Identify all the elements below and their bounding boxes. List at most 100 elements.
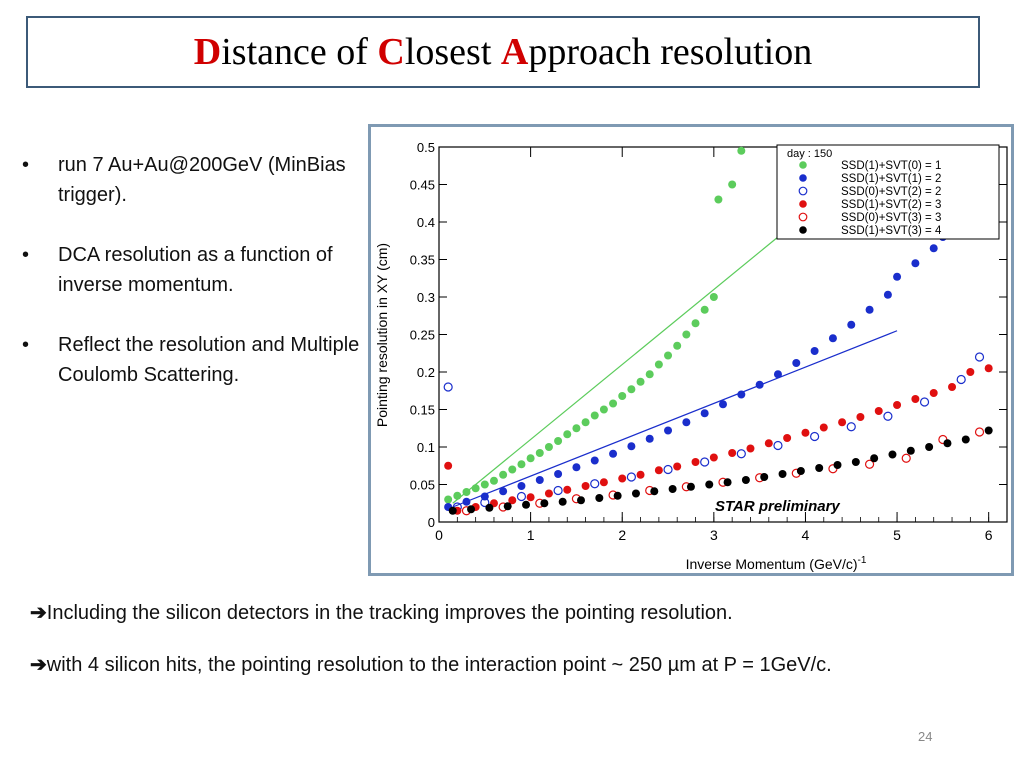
data-point bbox=[572, 463, 581, 472]
data-point bbox=[773, 440, 783, 451]
y-tick-label: 0 bbox=[428, 515, 435, 530]
data-point bbox=[499, 487, 508, 496]
data-point bbox=[645, 370, 654, 379]
x-axis-label: Inverse Momentum (GeV/c)-1 bbox=[686, 555, 867, 572]
data-point bbox=[645, 434, 654, 443]
data-point bbox=[874, 407, 883, 415]
data-point bbox=[517, 460, 526, 469]
series-group bbox=[448, 426, 993, 515]
dca-resolution-chart: 0 0.05 0.1 0.15 0.2 0.25 0.3 0.35 0.4 0.45 0.5 0 1 2 3… bbox=[374, 140, 1008, 572]
data-point bbox=[865, 305, 874, 314]
data-point bbox=[691, 319, 700, 328]
data-point bbox=[613, 491, 622, 500]
x-tick-label: 2 bbox=[618, 527, 626, 543]
data-point bbox=[737, 146, 746, 155]
data-point bbox=[819, 423, 828, 432]
data-point bbox=[563, 485, 572, 494]
title-part-2: losest bbox=[404, 31, 501, 73]
y-tick-label: 0.1 bbox=[417, 440, 435, 455]
data-point bbox=[888, 450, 897, 459]
data-point bbox=[609, 399, 618, 408]
y-tick-label: 0.45 bbox=[410, 178, 435, 193]
arrow-icon: ➔ bbox=[30, 654, 47, 676]
data-point bbox=[650, 487, 659, 496]
data-point bbox=[485, 503, 494, 512]
legend-marker bbox=[798, 212, 808, 222]
bullet-item: • run 7 Au+Au@200GeV (MinBias trigger). bbox=[22, 150, 367, 210]
y-tick-label: 0.3 bbox=[417, 290, 435, 305]
data-point bbox=[919, 397, 930, 407]
data-point bbox=[943, 439, 952, 448]
bullet-text: DCA resolution as a function of inverse … bbox=[58, 244, 333, 296]
data-point bbox=[443, 382, 453, 392]
data-point bbox=[709, 293, 718, 301]
data-point bbox=[901, 453, 911, 463]
data-point bbox=[778, 470, 787, 478]
data-point bbox=[911, 259, 920, 268]
title-box: Distance of Closest Approach resolution bbox=[26, 16, 980, 88]
data-point bbox=[728, 449, 737, 457]
data-point bbox=[654, 360, 663, 369]
data-point bbox=[906, 446, 915, 455]
data-point bbox=[682, 330, 691, 339]
data-point bbox=[668, 485, 677, 493]
title-part-1: istance of bbox=[221, 31, 378, 73]
data-point bbox=[792, 359, 801, 367]
data-point bbox=[664, 426, 673, 435]
data-point bbox=[558, 497, 567, 506]
data-point bbox=[705, 480, 714, 489]
data-point bbox=[974, 427, 985, 437]
data-point bbox=[480, 497, 490, 508]
data-point bbox=[719, 400, 727, 409]
data-point bbox=[846, 422, 856, 432]
y-tick-label: 0.05 bbox=[410, 478, 435, 493]
data-point bbox=[627, 385, 636, 394]
data-point bbox=[563, 430, 572, 439]
legend-marker bbox=[799, 174, 807, 182]
data-point bbox=[925, 443, 934, 451]
data-point bbox=[663, 464, 673, 475]
data-point bbox=[444, 461, 453, 470]
data-point bbox=[883, 290, 892, 299]
title-cap-c: C bbox=[377, 31, 405, 73]
data-point bbox=[654, 466, 663, 475]
data-point bbox=[590, 479, 600, 489]
legend-marker bbox=[799, 226, 807, 234]
y-tick-label: 0.15 bbox=[410, 403, 435, 418]
legend-box bbox=[776, 144, 1000, 240]
data-point bbox=[572, 424, 581, 433]
x-tick-label: 4 bbox=[802, 527, 810, 543]
bullet-list: • run 7 Au+Au@200GeV (MinBias trigger). •… bbox=[22, 150, 367, 420]
note-text: Including the silicon detectors in the t… bbox=[46, 602, 733, 624]
series-group bbox=[444, 218, 957, 511]
arrow-icon: ➔ bbox=[30, 602, 47, 624]
title-cap-a: A bbox=[500, 31, 529, 73]
x-tick-label: 0 bbox=[435, 527, 443, 543]
legend-label: SSD(0)+SVT(3) = 3 bbox=[841, 212, 941, 224]
x-tick-label: 1 bbox=[527, 527, 535, 543]
data-point bbox=[673, 462, 682, 471]
bullet-item: • DCA resolution as a function of inverse… bbox=[22, 240, 367, 300]
y-tick-label: 0.25 bbox=[410, 328, 435, 343]
data-point bbox=[682, 418, 691, 427]
data-point bbox=[984, 364, 993, 373]
data-point bbox=[783, 434, 792, 442]
data-point bbox=[664, 351, 673, 360]
data-point bbox=[741, 476, 750, 484]
data-point bbox=[856, 413, 865, 421]
note-2: ➔with 4 silicon hits, the pointing resol… bbox=[30, 648, 1010, 682]
data-point bbox=[764, 439, 773, 448]
data-point bbox=[467, 505, 476, 514]
data-point bbox=[462, 488, 471, 496]
data-point bbox=[709, 453, 718, 462]
data-point bbox=[522, 500, 531, 509]
data-point bbox=[554, 437, 563, 445]
y-tick-label: 0.5 bbox=[417, 140, 435, 155]
data-point bbox=[691, 458, 700, 466]
data-point bbox=[851, 458, 860, 466]
data-point bbox=[847, 320, 856, 329]
data-point bbox=[893, 272, 902, 281]
data-point bbox=[723, 478, 732, 487]
data-point bbox=[815, 464, 824, 472]
data-point bbox=[929, 389, 938, 397]
